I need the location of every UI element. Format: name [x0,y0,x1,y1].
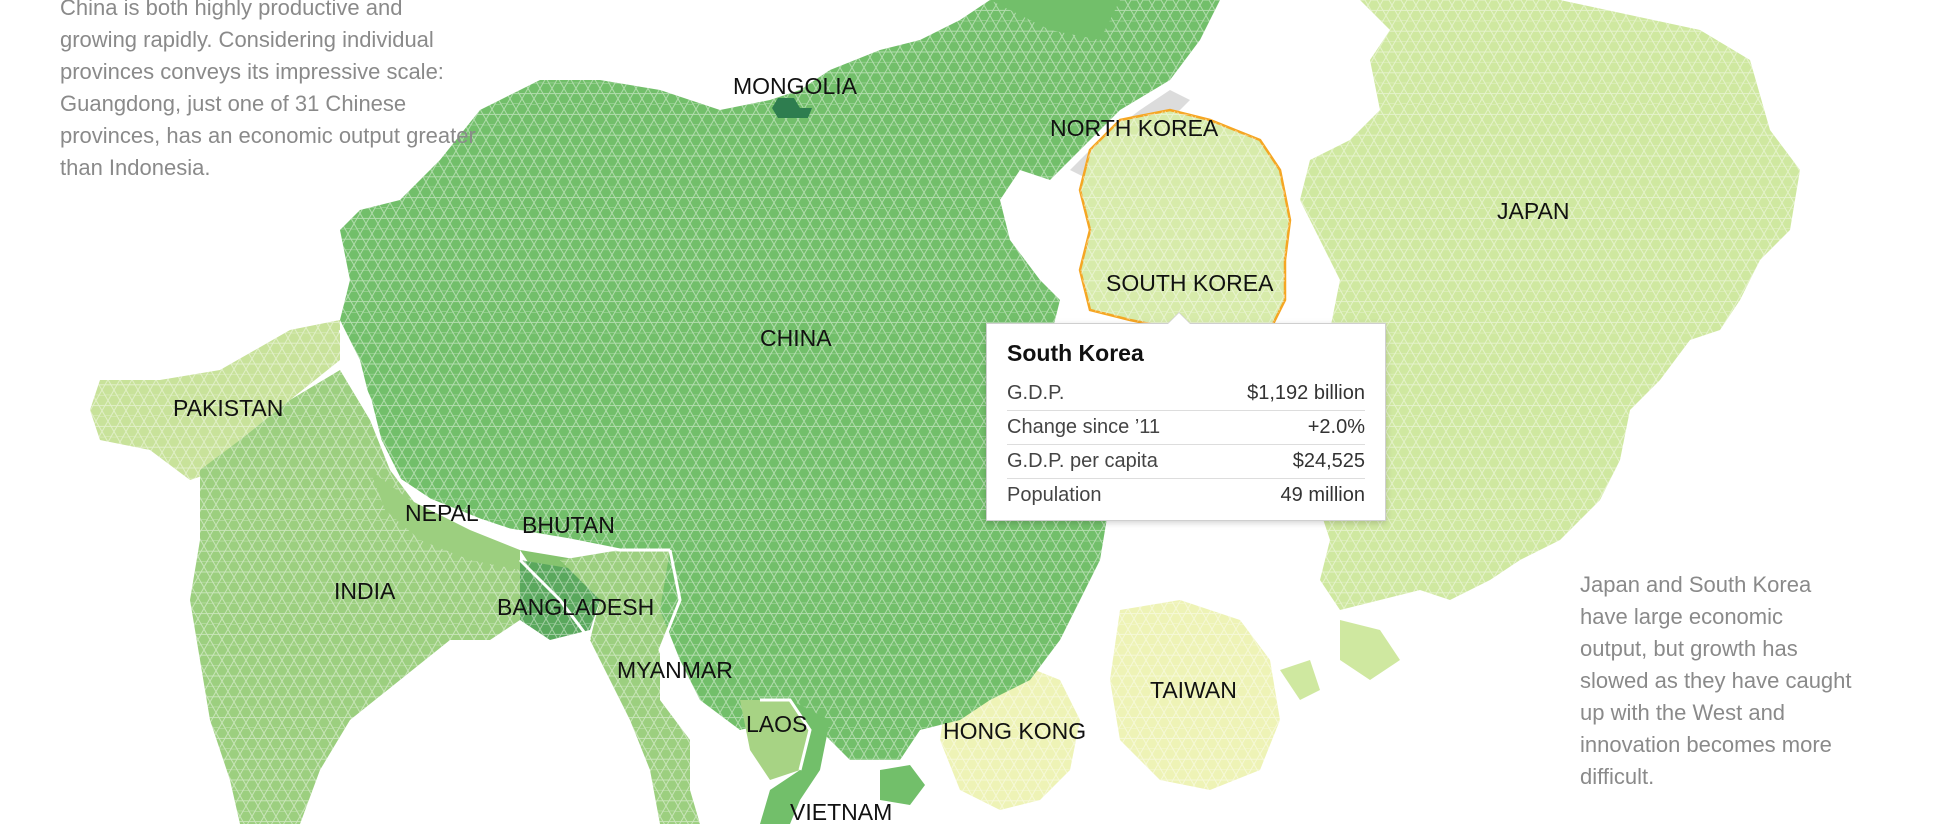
region-south-korea[interactable] [1078,108,1292,342]
tooltip-row-value: +2.0% [1307,416,1365,438]
region-nepal[interactable] [370,470,520,570]
country-label-bangladesh: BANGLADESH [497,594,654,620]
country-label-north-korea: NORTH KOREA [1050,115,1219,141]
country-tooltip: South Korea G.D.P. $1,192 billion Change… [986,312,1386,521]
country-label-china: CHINA [760,325,832,351]
country-label-taiwan: TAIWAN [1150,677,1237,703]
country-label-hong-kong: HONG KONG [943,718,1086,744]
tooltip-row-label: G.D.P. per capita [1007,450,1158,472]
annotation-china: China is both highly productive and grow… [60,0,476,180]
country-borders [338,329,812,771]
country-label-vietnam: VIETNAM [790,799,892,824]
tooltip-row-population: Population 49 million [1007,479,1365,512]
region-pakistan[interactable] [90,320,340,480]
tooltip-row-value: $1,192 billion [1247,382,1365,404]
annotation-japan-south-korea: Japan and South Korea have large economi… [1580,572,1852,789]
tooltip-row-label: Population [1007,484,1102,506]
country-label-mongolia: MONGOLIA [733,73,858,99]
tooltip-row-change: Change since ’11 +2.0% [1007,411,1365,445]
country-label-japan: JAPAN [1497,198,1569,224]
country-label-laos: LAOS [746,711,807,737]
region-mongolia[interactable] [772,98,812,118]
region-taiwan[interactable] [1110,600,1280,790]
country-label-nepal: NEPAL [405,500,479,526]
country-label-myanmar: MYANMAR [617,657,733,683]
tooltip-row-gdp-per-capita: G.D.P. per capita $24,525 [1007,445,1365,479]
tooltip-title: South Korea [1007,340,1144,366]
tooltip-row-value: $24,525 [1292,450,1365,472]
tooltip-row-label: G.D.P. [1007,382,1065,404]
region-vietnam[interactable] [760,700,830,824]
country-label-south-korea: SOUTH KOREA [1106,270,1274,296]
country-label-india: INDIA [334,578,396,604]
region-india[interactable] [190,370,520,824]
region-china[interactable] [340,0,1220,805]
country-label-pakistan: PAKISTAN [173,395,283,421]
region-japan[interactable] [1280,0,1800,700]
region-laos[interactable] [740,700,810,780]
tooltip-row-gdp: G.D.P. $1,192 billion [1007,377,1365,411]
tooltip-row-value: 49 million [1280,484,1365,506]
country-label-bhutan: BHUTAN [522,512,615,538]
tooltip-row-label: Change since ’11 [1007,416,1161,438]
